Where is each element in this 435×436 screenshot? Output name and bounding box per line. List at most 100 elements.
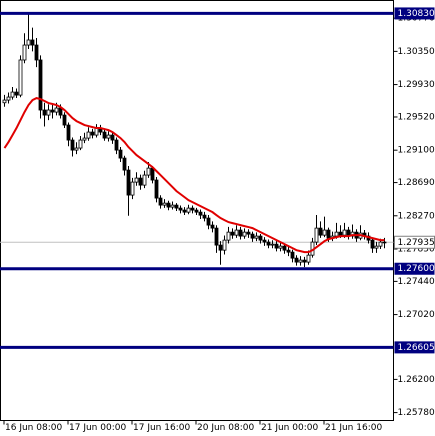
current-price-label: 1.27935 (398, 238, 435, 248)
candle-body (146, 167, 151, 176)
candle-body (322, 229, 327, 236)
candle-body (38, 59, 43, 111)
y-tick-label: 1.29930 (398, 80, 435, 90)
candle-body (66, 124, 71, 141)
candle-body (274, 243, 279, 249)
candle-body (94, 127, 99, 136)
candle-body (186, 207, 191, 213)
candle-body (118, 149, 123, 159)
candle-body (178, 207, 183, 211)
y-tick-label: 1.30350 (398, 47, 435, 57)
level-label: 1.30830 (398, 9, 435, 19)
candle-body (370, 239, 375, 249)
x-tick-label: 21 Jun 00:00 (261, 423, 318, 433)
candle-body (110, 134, 115, 141)
candle-body (130, 181, 135, 196)
candle-body (166, 202, 171, 208)
candle-body (134, 177, 139, 183)
candle-body (302, 259, 307, 263)
candle-body (142, 174, 147, 186)
candle-body (198, 211, 203, 216)
candle-body (54, 107, 59, 113)
candle-body (210, 224, 215, 229)
candle-body (126, 169, 131, 196)
moving-average (3, 97, 385, 254)
candle-body (254, 235, 259, 239)
x-tick-label: 21 Jun 16:00 (325, 423, 382, 433)
candle-body (282, 245, 287, 251)
x-tick-label: 17 Jun 00:00 (69, 423, 126, 433)
candle-body (14, 91, 19, 96)
candle-body (46, 109, 51, 116)
candle-body (318, 227, 323, 236)
candle-body (154, 179, 159, 199)
y-tick-label: 1.27850 (398, 244, 435, 254)
candle-body (194, 209, 199, 213)
candle-body (290, 251, 295, 259)
candle-body (6, 96, 11, 101)
candle-body (50, 109, 55, 113)
candle-body (306, 254, 311, 263)
candle-body (382, 241, 387, 244)
candle-body (342, 229, 347, 236)
y-tick-label: 1.27020 (398, 310, 435, 320)
y-tick-label: 1.29520 (398, 112, 435, 122)
candle-body (326, 229, 331, 239)
level-label-box (394, 262, 435, 275)
candle-body (102, 131, 107, 139)
candle-body (266, 241, 271, 246)
y-tick-label: 1.27440 (398, 277, 435, 287)
candle-body (246, 231, 251, 235)
level-label-box (394, 7, 435, 20)
candle-body (30, 39, 35, 46)
candle-body (138, 177, 143, 186)
candle-body (374, 245, 379, 249)
candle-body (26, 39, 31, 46)
level-label: 1.26605 (398, 343, 435, 353)
candle-body (18, 59, 23, 96)
candle-body (190, 207, 195, 211)
candle-body (250, 233, 255, 239)
level-label: 1.27600 (398, 264, 435, 274)
x-tick-label: 20 Jun 08:00 (197, 423, 254, 433)
candle-body (162, 202, 167, 206)
level-label-box (394, 341, 435, 354)
candle-body (158, 197, 163, 206)
candle-body (62, 114, 67, 126)
candle-body (58, 107, 63, 116)
y-tick-label: 1.28690 (398, 178, 435, 188)
candle-body (170, 204, 175, 208)
candle-body (334, 231, 339, 237)
candle-body (10, 91, 15, 98)
candle-body (114, 139, 119, 151)
y-tick-label: 1.28270 (398, 211, 435, 221)
candle-body (22, 44, 27, 61)
y-tick-label: 1.26200 (398, 375, 435, 385)
candle-body (86, 131, 91, 139)
candle-body (238, 229, 243, 237)
candle-body (298, 259, 303, 263)
candle-body (214, 227, 219, 246)
candle-body (74, 147, 79, 151)
candle-body (78, 139, 83, 149)
candle-body (226, 231, 231, 241)
candle-body (90, 131, 95, 136)
x-tick-label: 17 Jun 16:00 (133, 423, 190, 433)
candle-body (202, 214, 207, 219)
x-tick-label: 16 Jun 08:00 (5, 423, 62, 433)
candle-body (258, 235, 263, 241)
candle-body (174, 204, 179, 209)
y-tick-label: 1.25780 (398, 408, 435, 418)
candle-body (150, 167, 155, 181)
candle-body (106, 134, 111, 139)
candle-body (2, 99, 7, 104)
candle-body (34, 44, 39, 61)
candle-body (70, 139, 75, 151)
candle-body (42, 109, 47, 116)
candle-body (378, 241, 383, 247)
candle-body (286, 249, 291, 253)
y-tick-label: 1.29100 (398, 146, 435, 156)
candle-body (82, 137, 87, 141)
candle-body (278, 245, 283, 249)
